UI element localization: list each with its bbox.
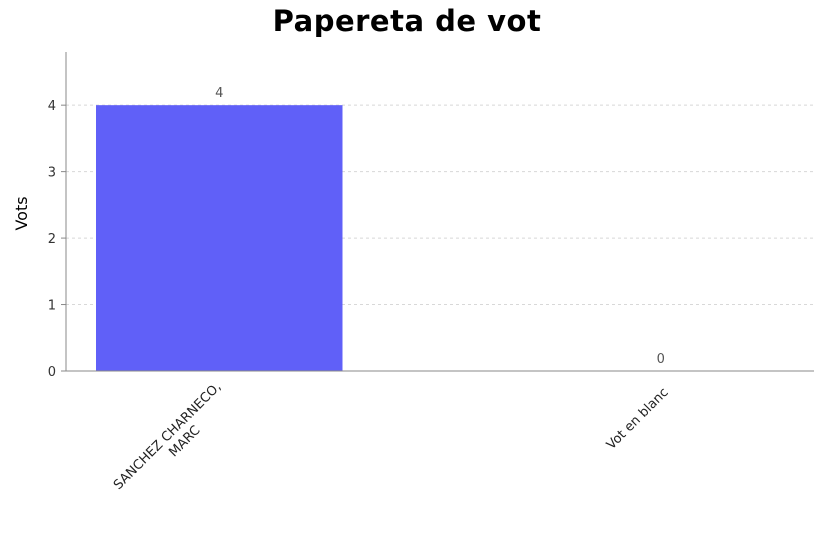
x-category-label-line: Vot en blanc bbox=[604, 385, 672, 453]
bar-value-label: 4 bbox=[215, 86, 223, 101]
x-category-label: SANCHEZ CHARNECO,MARC bbox=[111, 380, 236, 505]
bars bbox=[96, 105, 343, 372]
gridlines bbox=[66, 51, 814, 306]
y-axis-title: Vots bbox=[12, 196, 31, 230]
y-tick-label: 2 bbox=[48, 232, 56, 247]
y-tick-label: 1 bbox=[48, 299, 56, 314]
y-tick-label: 3 bbox=[48, 166, 56, 181]
bar bbox=[96, 105, 343, 372]
x-category-label-line: SANCHEZ CHARNECO, bbox=[111, 380, 224, 493]
y-tick-label: 0 bbox=[48, 365, 56, 380]
bar-value-label: 0 bbox=[657, 352, 665, 367]
axes bbox=[61, 52, 814, 372]
y-tick-label: 4 bbox=[48, 99, 56, 114]
x-category-label: Vot en blanc bbox=[604, 385, 672, 453]
chart-title: Papereta de vot bbox=[272, 4, 542, 38]
